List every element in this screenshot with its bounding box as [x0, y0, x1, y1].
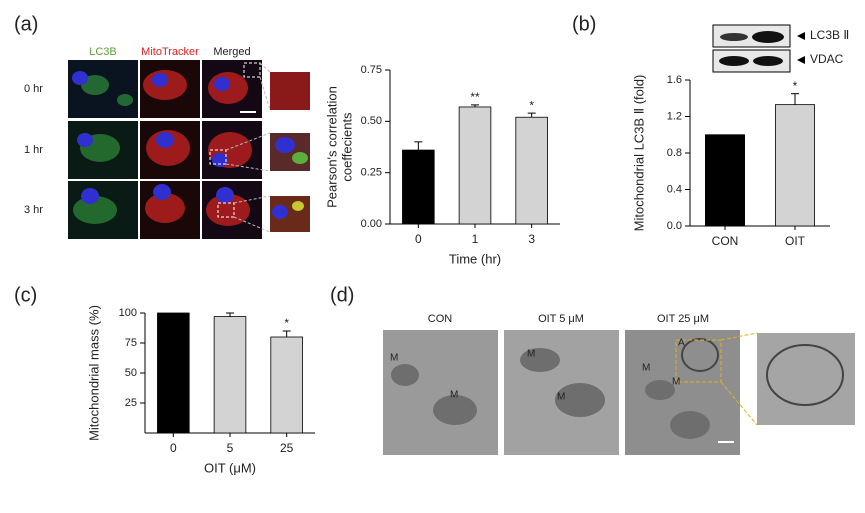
em-mark: M: [642, 363, 650, 374]
x-axis-label: Time (hr): [449, 251, 501, 266]
panel-label: (d): [330, 284, 354, 306]
y-tick-label: 100: [119, 307, 137, 319]
panel-label: (a): [14, 13, 38, 35]
bar: [270, 336, 303, 434]
bar: [775, 104, 816, 227]
y-tick-label: 0.75: [361, 64, 382, 76]
channel-label: Merged: [213, 46, 250, 58]
y-tick-label: 75: [125, 337, 137, 349]
time-label: 3 hr: [24, 204, 43, 216]
y-tick-label: 0.50: [361, 115, 382, 127]
bar: [402, 149, 435, 225]
em-mark: M: [450, 390, 458, 401]
channel-label: MitoTracker: [141, 46, 199, 58]
channel-label: LC3B: [89, 46, 117, 58]
y-tick-label: 0.4: [667, 183, 682, 195]
x-tick-label: 5: [227, 441, 234, 455]
y-tick-label: 0.00: [361, 218, 382, 230]
em-mark: M: [557, 392, 565, 403]
x-tick-label: 25: [280, 441, 294, 455]
bar: [458, 106, 492, 225]
x-axis-label: OIT (μM): [204, 460, 256, 475]
panel-label: (c): [14, 284, 37, 306]
bar: [515, 116, 548, 225]
y-tick-label: 1.2: [667, 110, 682, 122]
western-blot: [712, 24, 805, 73]
y-tick-label: 50: [125, 367, 137, 379]
condition-label: OIT 5 μM: [538, 313, 584, 325]
em-images: [383, 330, 855, 455]
x-tick-label: 0: [415, 232, 422, 246]
band-label: LC3B Ⅱ: [810, 28, 849, 42]
y-axis-label: coeffecients: [339, 112, 354, 182]
y-tick-label: 1.6: [667, 74, 682, 86]
condition-label: CON: [428, 313, 453, 325]
x-tick-label: 1: [472, 232, 479, 246]
y-tick-label: 25: [125, 397, 137, 409]
y-axis-label: Pearson's correlation: [324, 86, 339, 208]
em-mark: M: [390, 353, 398, 364]
panel-label: (b): [572, 13, 596, 35]
time-label: 0 hr: [24, 83, 43, 95]
y-tick-label: 0.25: [361, 167, 382, 179]
y-tick-label: 0.8: [667, 147, 682, 159]
x-tick-label: 0: [170, 441, 177, 455]
x-tick-label: OIT: [785, 234, 806, 248]
significance: *: [529, 98, 534, 112]
micrographs: [68, 60, 310, 239]
y-tick-label: 0.0: [667, 220, 682, 232]
x-tick-label: CON: [712, 234, 739, 248]
em-mark: M: [672, 377, 680, 388]
significance: *: [284, 316, 289, 330]
significance: *: [793, 79, 798, 93]
bar: [705, 134, 746, 227]
bar: [157, 312, 190, 434]
time-label: 1 hr: [24, 144, 43, 156]
x-tick-label: 3: [528, 232, 535, 246]
bar: [213, 316, 247, 434]
y-axis-label: Mitochondrial LC3B Ⅱ (fold): [631, 75, 646, 232]
condition-label: OIT 25 μM: [657, 313, 709, 325]
band-label: VDAC: [810, 52, 844, 66]
em-mark: M: [527, 349, 535, 360]
em-mark: A: [678, 338, 685, 349]
y-axis-label: Mitochondrial mass (%): [86, 305, 101, 441]
significance: **: [470, 90, 480, 104]
